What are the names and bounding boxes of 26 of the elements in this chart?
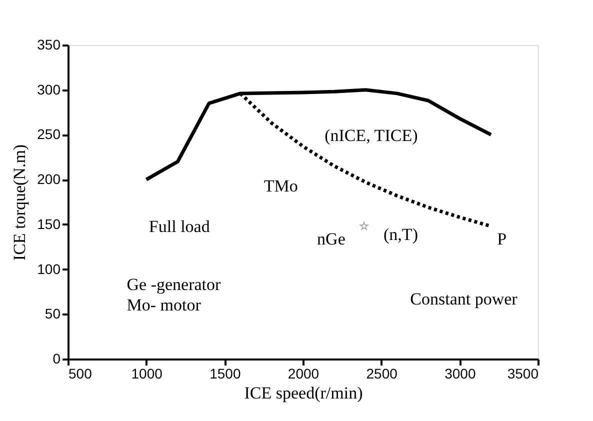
y-tick-label: 300 [37,81,61,98]
y-tick-label: 50 [44,306,61,322]
annotation: Mo- motor [126,296,202,315]
y-tick-label: 250 [37,126,61,142]
annotation: (nICE, TICE) [324,126,418,146]
y-tick-label: 0 [52,350,61,366]
annotation: Ge -generator [126,275,222,294]
annotation: Constant power [410,289,518,308]
x-tick-label: 500 [68,366,92,382]
x-tick-label: 3000 [444,366,476,382]
y-tick-label: 200 [37,171,61,188]
x-axis-title: ICE speed(r/min) [244,384,363,402]
annotation: P [497,230,507,249]
y-tick-label: 150 [37,216,61,232]
x-tick-label: 3500 [507,366,539,382]
annotation: TMo [264,176,298,196]
annotation: Full load [148,217,210,236]
y-tick-label: 100 [37,260,61,277]
x-tick-label: 2500 [366,366,398,382]
y-tick-label: 350 [37,36,61,52]
x-tick-label: 1500 [210,366,241,382]
x-tick-label: 1000 [131,366,163,382]
annotation: (n,T) [384,224,418,244]
annotation: nGe [317,230,346,249]
x-tick-label: 2000 [288,366,320,382]
y-axis-title: ICE torque(N.m) [10,144,30,261]
